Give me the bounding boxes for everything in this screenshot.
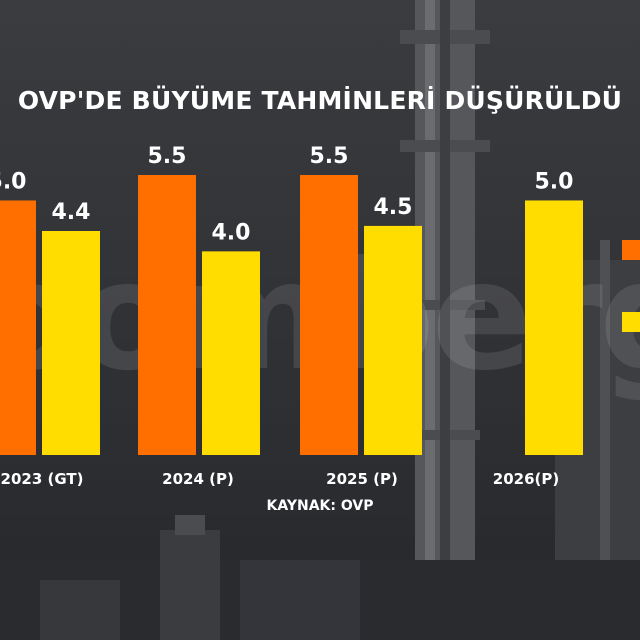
value-label-yellow-3: 5.0 <box>535 169 574 194</box>
legend-swatch-orange <box>622 240 640 260</box>
bar-orange-0 <box>0 200 36 455</box>
category-label-2: 2025 (P) <box>326 470 398 488</box>
value-label-yellow-0: 4.4 <box>52 200 91 225</box>
value-label-yellow-2: 4.5 <box>374 195 413 220</box>
value-label-yellow-1: 4.0 <box>212 220 251 245</box>
value-label-orange-0: 5.0 <box>0 169 26 194</box>
category-label-1: 2024 (P) <box>162 470 234 488</box>
bar-orange-1 <box>138 175 196 455</box>
value-label-orange-1: 5.5 <box>148 144 187 169</box>
category-label-3: 2026(P) <box>493 470 559 488</box>
category-label-0: 2023 (GT) <box>1 470 84 488</box>
value-label-orange-2: 5.5 <box>310 144 349 169</box>
chart-title: OVP'DE BÜYÜME TAHMİNLERİ DÜŞÜRÜLDÜ <box>17 86 623 115</box>
bar-orange-2 <box>300 175 358 455</box>
bar-yellow-2 <box>364 225 422 455</box>
bar-yellow-1 <box>202 251 260 455</box>
source-label: KAYNAK: OVP <box>266 498 374 514</box>
bar-yellow-3 <box>525 200 583 455</box>
bar-yellow-0 <box>42 231 100 455</box>
legend-swatch-yellow <box>622 312 640 332</box>
